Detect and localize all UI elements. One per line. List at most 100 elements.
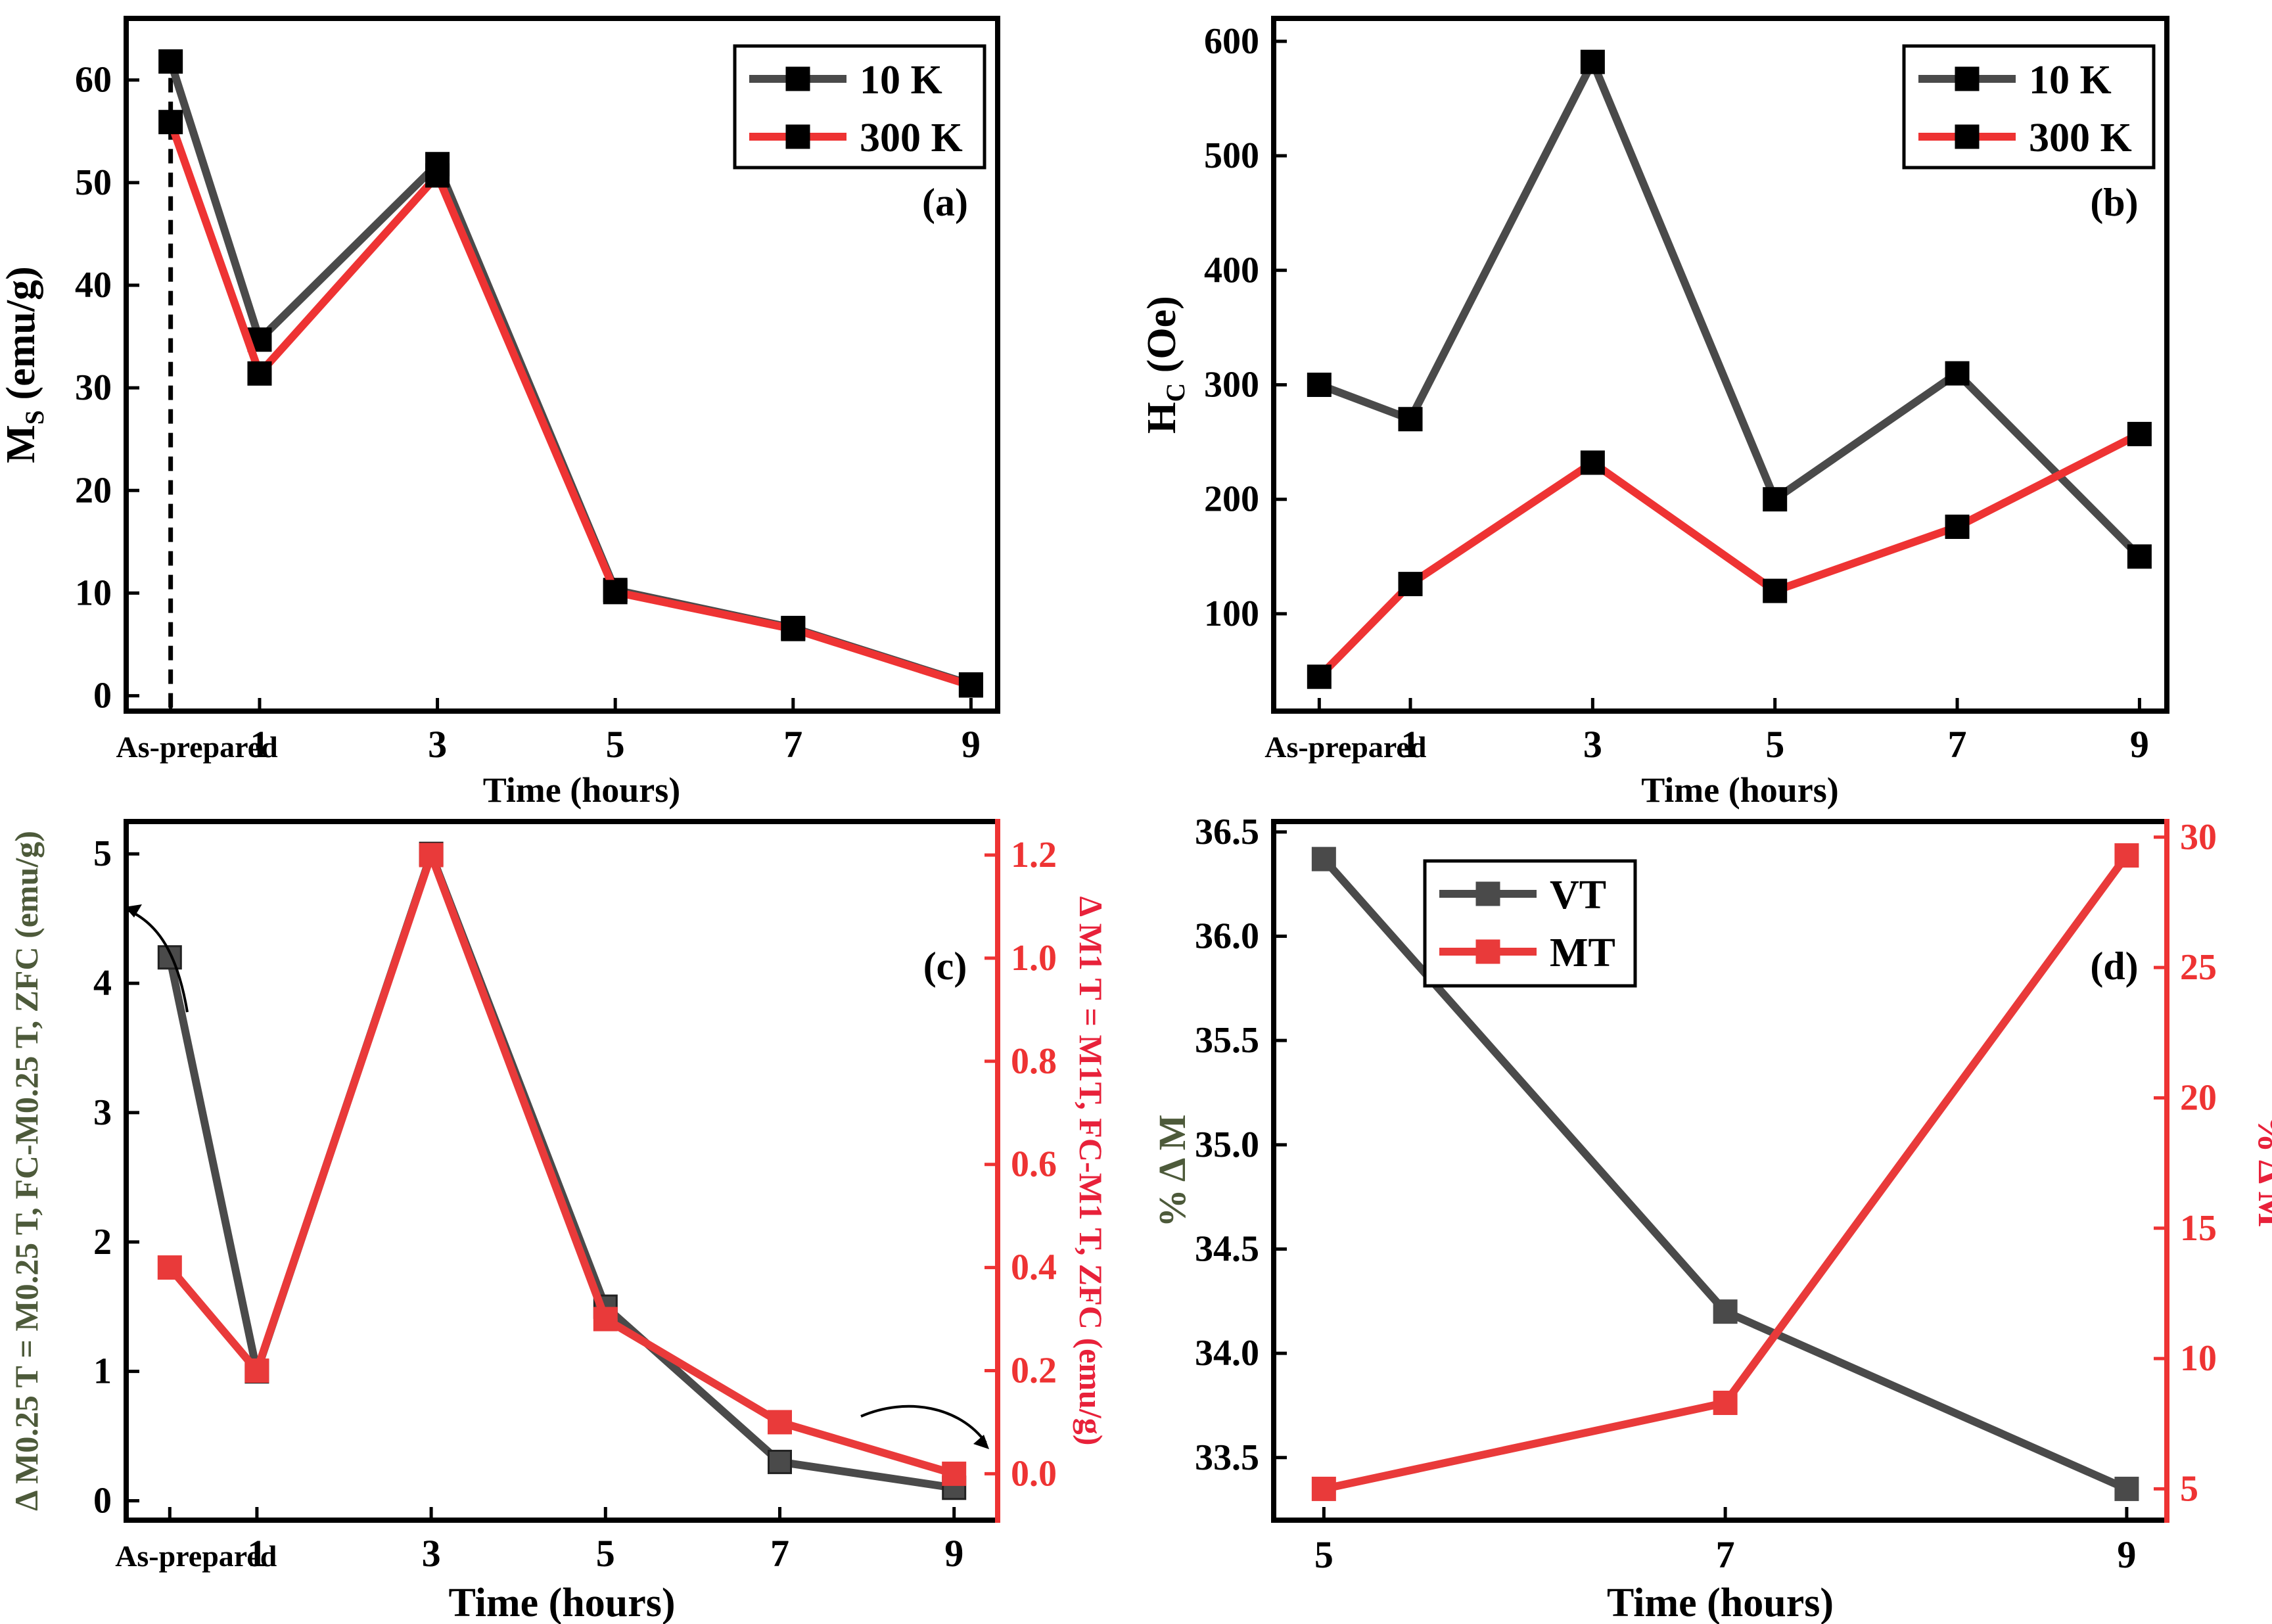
data-point <box>958 673 983 698</box>
data-point <box>244 1358 269 1383</box>
y-axis-label-left: % Δ M <box>1151 1115 1194 1228</box>
y-label-main: H <box>1140 402 1184 434</box>
series-line-0 <box>166 850 955 1492</box>
x-tick-label: 9 <box>962 723 981 766</box>
x-axis-label: Time (hours) <box>1641 770 1839 810</box>
arrow-right-head <box>973 1435 989 1449</box>
legend-box <box>1902 44 2156 170</box>
legend-label: MT <box>1550 931 1615 975</box>
x-tick-label: 3 <box>428 723 447 766</box>
y-tick-label: 10 <box>75 572 112 613</box>
x-axis-label: Time (hours) <box>1607 1581 1834 1624</box>
data-point <box>768 1410 792 1435</box>
y-right-tick-label: 20 <box>2180 1077 2217 1118</box>
legend-marker <box>1955 124 1980 149</box>
x-tick-label: 5 <box>606 723 625 766</box>
series-1 <box>1307 421 2152 689</box>
data-point <box>1307 372 1332 397</box>
x-tick-label: As-prepared <box>1264 730 1427 764</box>
y-label-tail: (emu/g) <box>0 266 43 410</box>
legend-label: 10 K <box>2029 58 2112 103</box>
series-line-0 <box>1318 58 2143 560</box>
y-tick-label: 30 <box>75 367 112 408</box>
x-tick-label: 3 <box>1583 723 1602 766</box>
legend-marker <box>785 66 810 91</box>
x-tick-label: 7 <box>783 723 802 766</box>
legend-marker <box>1475 939 1500 964</box>
y-tick-label: 100 <box>1204 593 1259 634</box>
x-axis-label: Time (hours) <box>483 770 681 810</box>
y-tick-label: 40 <box>75 265 112 306</box>
y-tick-label: 33.5 <box>1195 1437 1259 1478</box>
series-1 <box>158 110 983 698</box>
y-right-tick-label: 15 <box>2180 1208 2217 1249</box>
y-tick-label: 4 <box>93 963 112 1004</box>
x-tick-label: 1 <box>247 1532 266 1575</box>
series-1 <box>157 843 967 1486</box>
x-tick-label: 1 <box>250 723 269 766</box>
y-label-sub: S <box>20 410 49 425</box>
data-point <box>1398 572 1423 597</box>
data-point <box>2127 421 2152 446</box>
y-right-tick-label: 0.0 <box>1011 1453 1057 1494</box>
y-tick-label: 1 <box>93 1351 112 1392</box>
legend-marker <box>1475 881 1500 906</box>
y-right-tick-label: 30 <box>2180 817 2217 858</box>
data-point <box>1945 361 1970 386</box>
panel-label: (b) <box>2090 181 2138 224</box>
y-tick-label: 200 <box>1204 479 1259 520</box>
x-tick-label: 5 <box>1314 1533 1333 1576</box>
data-point <box>1713 1299 1738 1324</box>
panel-label: (c) <box>923 944 967 988</box>
x-tick-label: As-prepared <box>115 1539 277 1573</box>
y-label-tail: (Oe) <box>1140 296 1184 383</box>
x-tick-label: 5 <box>596 1532 615 1575</box>
legend: VT MT <box>1423 859 1637 988</box>
x-tick-label: 7 <box>1948 723 1967 766</box>
data-point <box>768 1449 792 1474</box>
arrow-right-curve <box>860 1404 987 1444</box>
data-point <box>247 361 272 386</box>
y-axis-label-left: Δ M0.25 T = M0.25 T, FC-M0.25 T, ZFC (em… <box>8 831 45 1511</box>
y-right-tick-label: 0.6 <box>1011 1144 1057 1185</box>
series-line-1 <box>166 850 956 1478</box>
data-point <box>2114 1476 2139 1501</box>
data-point <box>1580 450 1605 475</box>
arrow-left-curve <box>128 909 189 1013</box>
legend-label: VT <box>1550 873 1606 917</box>
data-point <box>2127 544 2152 569</box>
legend-label: 300 K <box>2029 116 2132 160</box>
series-0 <box>1307 49 2152 569</box>
series-line-1 <box>166 120 973 689</box>
data-point <box>157 945 182 970</box>
legend-label: 10 K <box>860 58 942 103</box>
y-right-tick-label: 1.0 <box>1011 938 1057 979</box>
data-point <box>1311 1476 1336 1501</box>
y-tick-label: 0 <box>93 1480 112 1521</box>
y-label-sub: C <box>1161 383 1190 402</box>
y-tick-label: 36.0 <box>1195 916 1259 957</box>
data-point <box>158 110 183 135</box>
panel-d: 5 7 9 Time (hours) 33.5 34.0 34.5 35.0 35.5 36.0 3… <box>1151 812 2272 1624</box>
x-tick-label: 9 <box>944 1532 963 1575</box>
data-point <box>603 580 628 605</box>
series-line-1 <box>1316 430 2142 680</box>
y-tick-label: 36.5 <box>1195 812 1259 852</box>
axis-arrows <box>125 904 989 1449</box>
legend-marker <box>1955 66 1980 91</box>
y-tick-label: 3 <box>93 1092 112 1133</box>
y-tick-label: 34.0 <box>1195 1333 1259 1374</box>
data-point <box>593 1307 618 1332</box>
y-tick-label: 34.5 <box>1195 1228 1259 1269</box>
legend: 10 K 300 K <box>1902 44 2156 170</box>
x-tick-label: 7 <box>770 1532 789 1575</box>
y-right-tick-label: 1.2 <box>1011 835 1057 875</box>
data-point <box>1763 487 1788 512</box>
y-right-tick-label: 5 <box>2180 1468 2198 1509</box>
x-tick-label: 5 <box>1765 723 1784 766</box>
legend-box <box>1423 859 1637 988</box>
